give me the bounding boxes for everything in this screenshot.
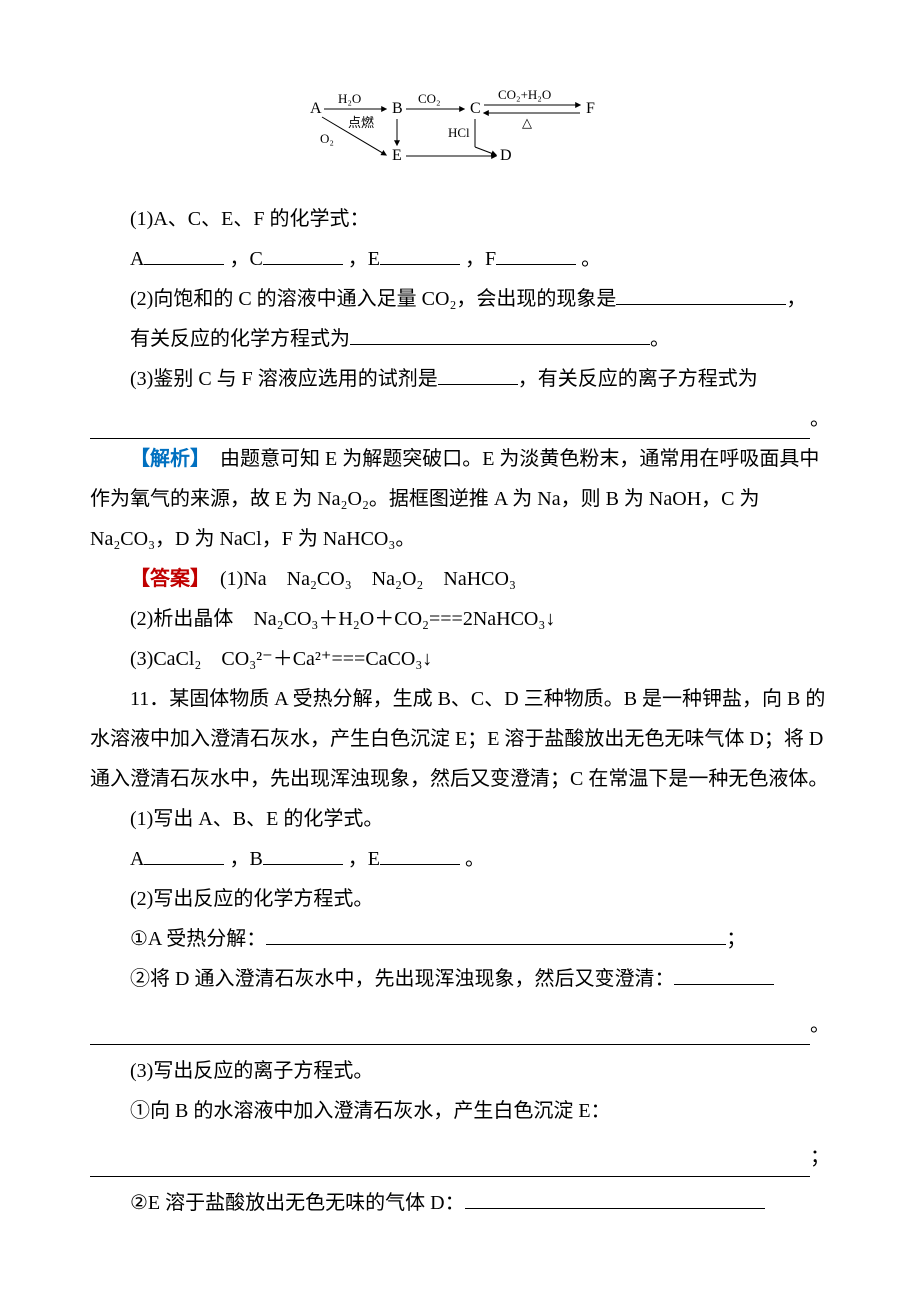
q10-l4a: 有关反应的化学方程式为 — [130, 328, 350, 350]
q11-p2b-text: ②将 D 通入澄清石灰水中，先出现浑浊现象，然后又变澄清： — [130, 968, 674, 990]
label-co2: CO₂ — [418, 91, 441, 106]
blank-11-ion1 — [90, 1152, 810, 1177]
node-e: E — [392, 147, 402, 164]
q11-p3a: ①向 B 的水溶液中加入澄清石灰水，产生白色沉淀 E： — [90, 1091, 830, 1131]
blank-a — [144, 240, 224, 265]
q10-l3b: ， — [786, 288, 806, 310]
blank-ionic — [90, 414, 810, 439]
q10-line3: (2)向饱和的 C 的溶液中通入足量 CO₂，会出现的现象是 ， — [90, 279, 830, 319]
q10-line4: 有关反应的化学方程式为 。 — [90, 319, 830, 359]
q10-l6b: 。 — [810, 399, 830, 439]
q11-p1d: 。 — [465, 848, 485, 870]
q11-b: ，B — [229, 848, 262, 870]
blank-equation — [350, 320, 650, 345]
node-a: A — [310, 100, 322, 117]
q10-a-label: A — [130, 248, 144, 270]
blank-11b — [263, 840, 343, 865]
blank-11-ion2 — [465, 1184, 765, 1209]
analysis-block: 【解析】 由题意可知 E 为解题突破口。E 为淡黄色粉末，通常用在呼吸面具中作为… — [90, 439, 830, 559]
q11-p3b-text: ②E 溶于盐酸放出无色无味的气体 D： — [130, 1192, 465, 1214]
blank-11e — [380, 840, 460, 865]
q11-p2a-text: ①A 受热分解： — [130, 928, 266, 950]
q10-e-label: ，E — [348, 248, 380, 270]
q10-line5: (3)鉴别 C 与 F 溶液应选用的试剂是 ，有关反应的离子方程式为 — [90, 359, 830, 399]
label-o2: O₂ — [320, 131, 334, 146]
q11-p1-blanks: A ，B ，E 。 — [90, 839, 830, 879]
blank-reagent — [438, 360, 518, 385]
answer-line2: (2)析出晶体 Na₂CO₃＋H₂O＋CO₂===2NaHCO₃↓ — [90, 599, 830, 639]
q11-p2b: ②将 D 通入澄清石灰水中，先出现浑浊现象，然后又变澄清： — [90, 959, 830, 999]
q11-p2: (2)写出反应的化学方程式。 — [90, 879, 830, 919]
q11-e: ，E — [348, 848, 380, 870]
node-b: B — [392, 100, 403, 117]
q10-period: 。 — [581, 248, 601, 270]
q10-f-label: ，F — [465, 248, 496, 270]
q10-line2: A ，C ，E ，F 。 — [90, 239, 830, 279]
blank-c — [263, 240, 343, 265]
q10-l5a: (3)鉴别 C 与 F 溶液应选用的试剂是 — [130, 368, 438, 390]
analysis-text: 由题意可知 E 为解题突破口。E 为淡黄色粉末，通常用在呼吸面具中作为氧气的来源… — [90, 448, 819, 550]
q11-p2a-end: ； — [726, 928, 746, 950]
reaction-diagram: A B C F E D H₂O 点燃 O₂ CO₂ HCl — [90, 85, 830, 189]
label-heat: △ — [522, 115, 532, 130]
label-h2o: H₂O — [338, 91, 361, 106]
analysis-label: 【解析】 — [130, 448, 200, 470]
q11-p3a-end: ； — [810, 1137, 830, 1177]
q10-l5b: ，有关反应的离子方程式为 — [518, 368, 758, 390]
answer-line3: (3)CaCl₂ CO₃²⁻＋Ca²⁺===CaCO₃↓ — [90, 639, 830, 679]
node-d: D — [500, 147, 512, 164]
q11-p3: (3)写出反应的离子方程式。 — [90, 1051, 830, 1091]
q11-intro: 11．某固体物质 A 受热分解，生成 B、C、D 三种物质。B 是一种钾盐，向 … — [90, 679, 830, 799]
blank-phenomenon — [616, 280, 786, 305]
q11-a: A — [130, 848, 144, 870]
q11-p3b: ②E 溶于盐酸放出无色无味的气体 D： — [90, 1183, 830, 1223]
q10-c-label: ，C — [229, 248, 262, 270]
q11-p2a: ①A 受热分解： ； — [90, 919, 830, 959]
answer-label: 【答案】 — [130, 568, 200, 590]
q10-line1: (1)A、C、E、F 的化学式： — [90, 199, 830, 239]
q11-p2b-end: 。 — [810, 1005, 830, 1045]
q10-l3a: (2)向饱和的 C 的溶液中通入足量 CO₂，会出现的现象是 — [130, 288, 616, 310]
answer-1: (1)Na Na₂CO₃ Na₂O₂ NaHCO₃ — [200, 568, 516, 590]
q11-p1: (1)写出 A、B、E 的化学式。 — [90, 799, 830, 839]
node-c: C — [470, 100, 481, 117]
blank-11a — [144, 840, 224, 865]
label-hcl: HCl — [448, 125, 470, 140]
blank-11-eq2a — [674, 960, 774, 985]
label-ignite: 点燃 — [348, 115, 374, 130]
q10-l4b: 。 — [650, 328, 670, 350]
blank-11-eq1 — [266, 920, 726, 945]
blank-e — [380, 240, 460, 265]
blank-11-eq2b — [90, 1020, 810, 1045]
label-co2h2o: CO₂+H₂O — [498, 87, 551, 102]
answer-line1: 【答案】 (1)Na Na₂CO₃ Na₂O₂ NaHCO₃ — [90, 559, 830, 599]
blank-f — [496, 240, 576, 265]
node-f: F — [586, 100, 595, 117]
